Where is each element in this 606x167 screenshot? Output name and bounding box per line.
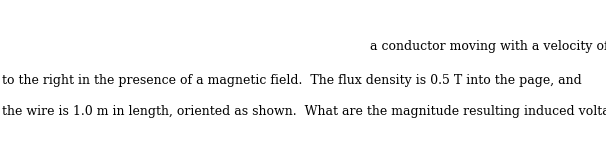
Text: a conductor moving with a velocity of 5.0 m/s: a conductor moving with a velocity of 5.…	[370, 40, 606, 53]
Text: to the right in the presence of a magnetic field.  The flux density is 0.5 T int: to the right in the presence of a magnet…	[2, 74, 582, 87]
Text: the wire is 1.0 m in length, oriented as shown.  What are the magnitude resultin: the wire is 1.0 m in length, oriented as…	[2, 105, 606, 118]
